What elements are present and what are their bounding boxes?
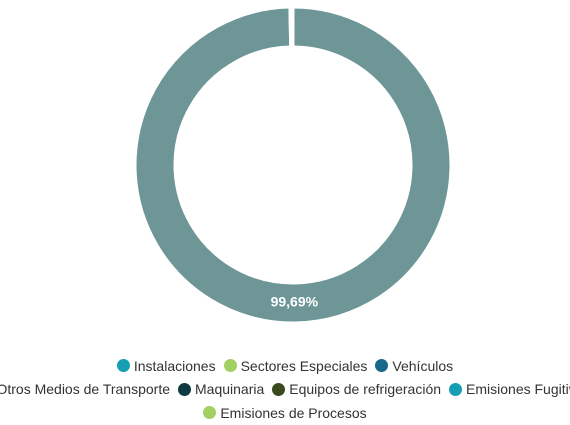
legend-label: Equipos de refrigeración (289, 381, 442, 398)
legend-swatch (116, 359, 130, 373)
legend-swatch (449, 382, 463, 396)
legend: Instalaciones Sectores Especiales Vehículo… (0, 354, 570, 425)
legend-swatch (223, 359, 237, 373)
legend-item[interactable]: Maquinaria (178, 381, 264, 397)
legend-label: Emisiones Fugitivas (466, 381, 570, 398)
legend-item[interactable]: Instalaciones (116, 357, 216, 374)
legend-item[interactable]: Emisiones de Procesos (203, 404, 367, 421)
data-label: 99,69% (271, 294, 319, 310)
legend-label: Maquinaria (195, 381, 265, 398)
legend-swatch (375, 359, 389, 373)
legend-item[interactable]: Vehículos (375, 358, 453, 374)
legend-label: Sectores Especiales (240, 357, 368, 374)
legend-swatch (203, 406, 217, 420)
legend-label: Vehículos (392, 357, 454, 374)
legend-item[interactable]: Equipos de refrigeración (272, 381, 441, 397)
legend-row: Instalaciones Sectores Especiales Vehículo… (0, 354, 570, 378)
donut-slice (288, 5, 295, 49)
donut-slice (133, 5, 453, 325)
legend-item[interactable]: Emisiones Fugitivas (449, 381, 570, 397)
legend-swatch (178, 382, 191, 396)
legend-row: Otros Medios de Transporte Maquinaria Equi… (0, 378, 570, 402)
legend-item[interactable]: Sectores Especiales (223, 357, 368, 374)
legend-swatch (272, 382, 286, 396)
legend-row: Emisiones de Procesos (0, 401, 570, 425)
legend-label: Emisiones de Procesos (220, 404, 367, 421)
legend-item[interactable]: Otros Medios de Transporte (0, 381, 170, 397)
legend-label: Instalaciones (133, 357, 216, 374)
legend-label: Otros Medios de Transporte (0, 381, 170, 398)
donut: 99,69% (133, 5, 453, 325)
